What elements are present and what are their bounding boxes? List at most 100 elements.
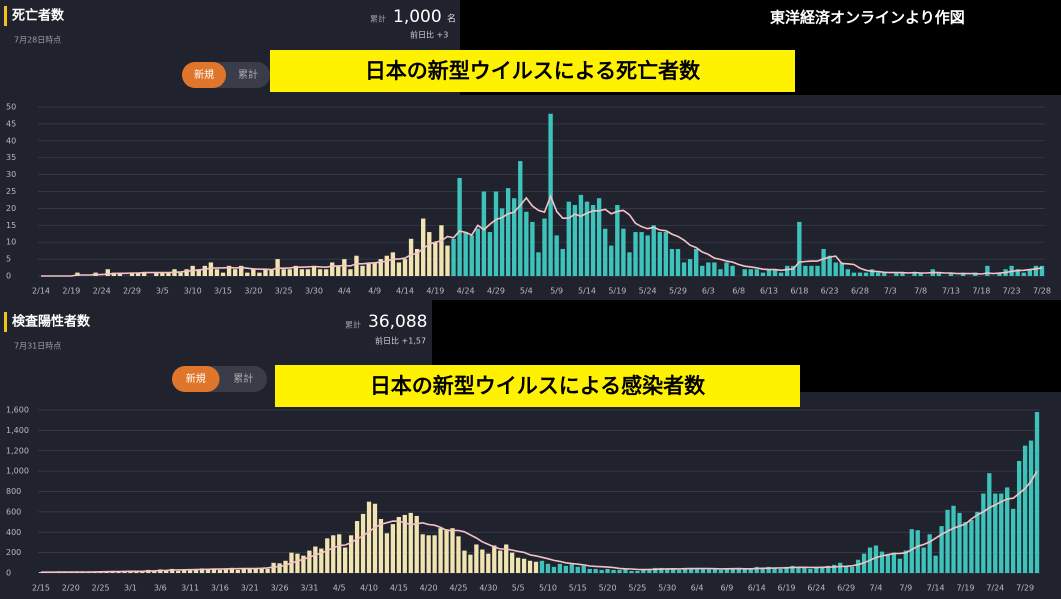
bar	[659, 567, 664, 573]
bar	[402, 259, 408, 276]
bar	[432, 535, 437, 573]
header-accent	[4, 6, 7, 26]
bar	[849, 566, 855, 573]
bar	[129, 272, 135, 276]
bar	[647, 568, 652, 573]
bar	[894, 272, 899, 276]
bar	[521, 558, 527, 573]
y-tick-label: 45	[6, 119, 16, 128]
bar	[420, 534, 425, 573]
x-tick-label: 3/21	[241, 584, 259, 593]
y-tick-label: 1,200	[6, 446, 29, 455]
bar	[390, 524, 396, 573]
bar	[1022, 445, 1028, 573]
bar	[396, 262, 402, 276]
bar	[653, 567, 658, 573]
toggle-new[interactable]: 新規	[194, 68, 214, 81]
bar	[468, 554, 473, 573]
bar	[557, 563, 563, 573]
bar	[611, 569, 616, 573]
x-tick-label: 7/24	[986, 584, 1004, 593]
bar	[223, 568, 229, 573]
x-tick-label: 4/25	[449, 584, 467, 593]
bar	[438, 528, 443, 573]
x-tick-label: 2/25	[92, 584, 110, 593]
bar	[170, 568, 175, 573]
bar	[360, 513, 366, 573]
x-tick-label: 4/4	[338, 287, 351, 296]
bar	[857, 272, 863, 276]
bar	[627, 252, 632, 276]
trend-line	[41, 470, 1038, 573]
bar	[229, 567, 234, 573]
bar	[487, 232, 493, 276]
bar	[166, 272, 171, 276]
total-label: 累計	[345, 320, 361, 330]
header-accent	[4, 312, 7, 332]
toggle-active[interactable]	[172, 366, 220, 392]
bar	[633, 232, 638, 276]
toggle-new[interactable]: 新規	[186, 372, 206, 385]
bar	[498, 550, 503, 573]
bar	[462, 550, 467, 573]
y-tick-label: 400	[6, 528, 21, 537]
bar	[305, 269, 311, 276]
bar	[245, 272, 250, 276]
y-tick-label: 30	[6, 170, 16, 179]
bar	[833, 262, 838, 276]
bar	[772, 269, 778, 276]
toggle-active[interactable]	[182, 62, 226, 88]
x-tick-label: 6/28	[851, 287, 869, 296]
bar	[336, 265, 341, 276]
x-tick-label: 7/8	[914, 287, 927, 296]
bar	[903, 550, 908, 573]
bar	[208, 262, 214, 276]
date-note: 7月31日時点	[14, 342, 61, 351]
y-tick-label: 1,000	[6, 467, 29, 476]
bar	[617, 569, 622, 573]
y-tick-label: 1,400	[6, 426, 29, 435]
x-tick-label: 3/6	[154, 584, 167, 593]
bar	[239, 265, 244, 276]
bar	[963, 522, 968, 573]
bar	[730, 265, 735, 276]
toggle-cumulative[interactable]: 累計	[238, 68, 258, 81]
bar	[657, 232, 662, 276]
bar	[796, 566, 801, 573]
x-tick-label: 2/19	[62, 287, 80, 296]
bar	[202, 265, 208, 276]
x-tick-label: 4/10	[360, 584, 378, 593]
x-tick-label: 6/8	[732, 287, 745, 296]
x-tick-label: 2/15	[32, 584, 50, 593]
bar	[599, 569, 604, 573]
bar	[1021, 272, 1026, 276]
bar	[851, 272, 857, 276]
bar	[820, 566, 825, 573]
bar	[542, 218, 547, 276]
bar	[348, 535, 354, 573]
bar	[566, 201, 571, 276]
bar	[730, 568, 735, 573]
bar	[269, 269, 274, 276]
bar	[605, 568, 610, 573]
toggle-cumulative[interactable]: 累計	[233, 372, 253, 385]
bar	[784, 566, 789, 573]
x-tick-label: 3/15	[214, 287, 232, 296]
bar	[873, 545, 879, 573]
bar	[948, 272, 954, 276]
bar	[891, 552, 897, 573]
x-tick-label: 6/29	[837, 584, 855, 593]
x-tick-label: 7/14	[927, 584, 945, 593]
bar	[342, 259, 347, 276]
bar	[712, 262, 717, 276]
bar	[372, 262, 377, 276]
bar	[348, 269, 353, 276]
x-tick-label: 2/24	[93, 287, 111, 296]
bar	[323, 269, 329, 276]
x-tick-label: 4/30	[479, 584, 497, 593]
bar	[957, 512, 962, 573]
bar	[754, 269, 760, 276]
bar	[665, 568, 670, 573]
y-tick-label: 40	[6, 136, 16, 145]
bar	[510, 552, 515, 573]
